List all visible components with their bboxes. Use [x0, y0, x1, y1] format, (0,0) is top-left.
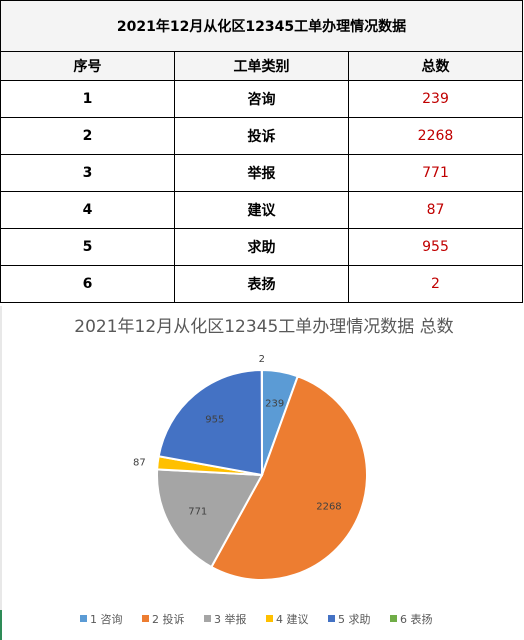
- data-label: 239: [265, 399, 284, 410]
- chart-legend: 1 咨询 2 投诉 3 举报 4 建议 5 求助 6 表扬: [80, 612, 433, 626]
- row-no: 3: [0, 154, 175, 192]
- header-no: 序号: [0, 51, 175, 81]
- pie-slices: [156, 368, 368, 581]
- table-row: 1 咨询 239: [0, 80, 523, 118]
- table-title: 2021年12月从化区12345工单办理情况数据: [0, 0, 523, 52]
- legend-label: 5 求助: [338, 612, 371, 626]
- legend-swatch: [328, 615, 335, 622]
- row-no: 2: [0, 117, 175, 155]
- legend-label: 6 表扬: [400, 612, 433, 626]
- data-labels: 2 239 2268 771 87 955: [133, 354, 342, 518]
- legend-swatch: [390, 615, 397, 622]
- table-header-row: 序号 工单类别 总数: [0, 51, 523, 81]
- row-count: 771: [348, 154, 523, 192]
- pie-slice[interactable]: [210, 374, 368, 581]
- row-type: 投诉: [174, 117, 349, 155]
- row-no: 5: [0, 228, 175, 266]
- data-table: 2021年12月从化区12345工单办理情况数据 序号 工单类别 总数 1 咨询…: [0, 0, 523, 303]
- row-no: 6: [0, 265, 175, 303]
- sheet-corner-mark: [0, 610, 2, 640]
- legend-swatch: [266, 615, 273, 622]
- header-type: 工单类别: [174, 51, 349, 81]
- row-type: 求助: [174, 228, 349, 266]
- table-row: 4 建议 87: [0, 191, 523, 229]
- row-count: 2268: [348, 117, 523, 155]
- row-count: 2: [348, 265, 523, 303]
- row-type: 举报: [174, 154, 349, 192]
- legend-label: 4 建议: [276, 612, 309, 626]
- chart-canvas: 2021年12月从化区12345工单办理情况数据 总数 2 239 2268 771 8…: [74, 317, 453, 626]
- pie-slice[interactable]: [156, 468, 264, 569]
- table-row: 3 举报 771: [0, 154, 523, 192]
- row-no: 4: [0, 191, 175, 229]
- data-label: 87: [133, 457, 146, 468]
- table-title-row: 2021年12月从化区12345工单办理情况数据: [0, 0, 523, 52]
- pie-chart[interactable]: 2021年12月从化区12345工单办理情况数据 总数 2 239 2268 771 8…: [2, 306, 522, 640]
- legend-label: 1 咨询: [90, 612, 123, 626]
- sheet-edge: [0, 306, 2, 640]
- table-row: 5 求助 955: [0, 228, 523, 266]
- data-label: 2268: [316, 501, 341, 512]
- legend-label: 2 投诉: [152, 612, 185, 626]
- table-row: 2 投诉 2268: [0, 117, 523, 155]
- chart-title: 2021年12月从化区12345工单办理情况数据 总数: [74, 317, 453, 337]
- legend-swatch: [204, 615, 211, 622]
- data-label: 955: [205, 415, 224, 426]
- data-label: 771: [188, 507, 207, 518]
- header-count: 总数: [348, 51, 523, 81]
- pie-slice[interactable]: [157, 368, 264, 477]
- data-label: 2: [259, 354, 265, 365]
- row-type: 咨询: [174, 80, 349, 118]
- table-row: 6 表扬 2: [0, 265, 523, 303]
- legend-swatch: [80, 615, 87, 622]
- legend-label: 3 举报: [214, 612, 247, 626]
- row-count: 239: [348, 80, 523, 118]
- row-no: 1: [0, 80, 175, 118]
- legend-swatch: [142, 615, 149, 622]
- row-count: 955: [348, 228, 523, 266]
- row-count: 87: [348, 191, 523, 229]
- data-sheet: 2021年12月从化区12345工单办理情况数据 序号 工单类别 总数 1 咨询…: [0, 0, 523, 306]
- row-type: 建议: [174, 191, 349, 229]
- row-type: 表扬: [174, 265, 349, 303]
